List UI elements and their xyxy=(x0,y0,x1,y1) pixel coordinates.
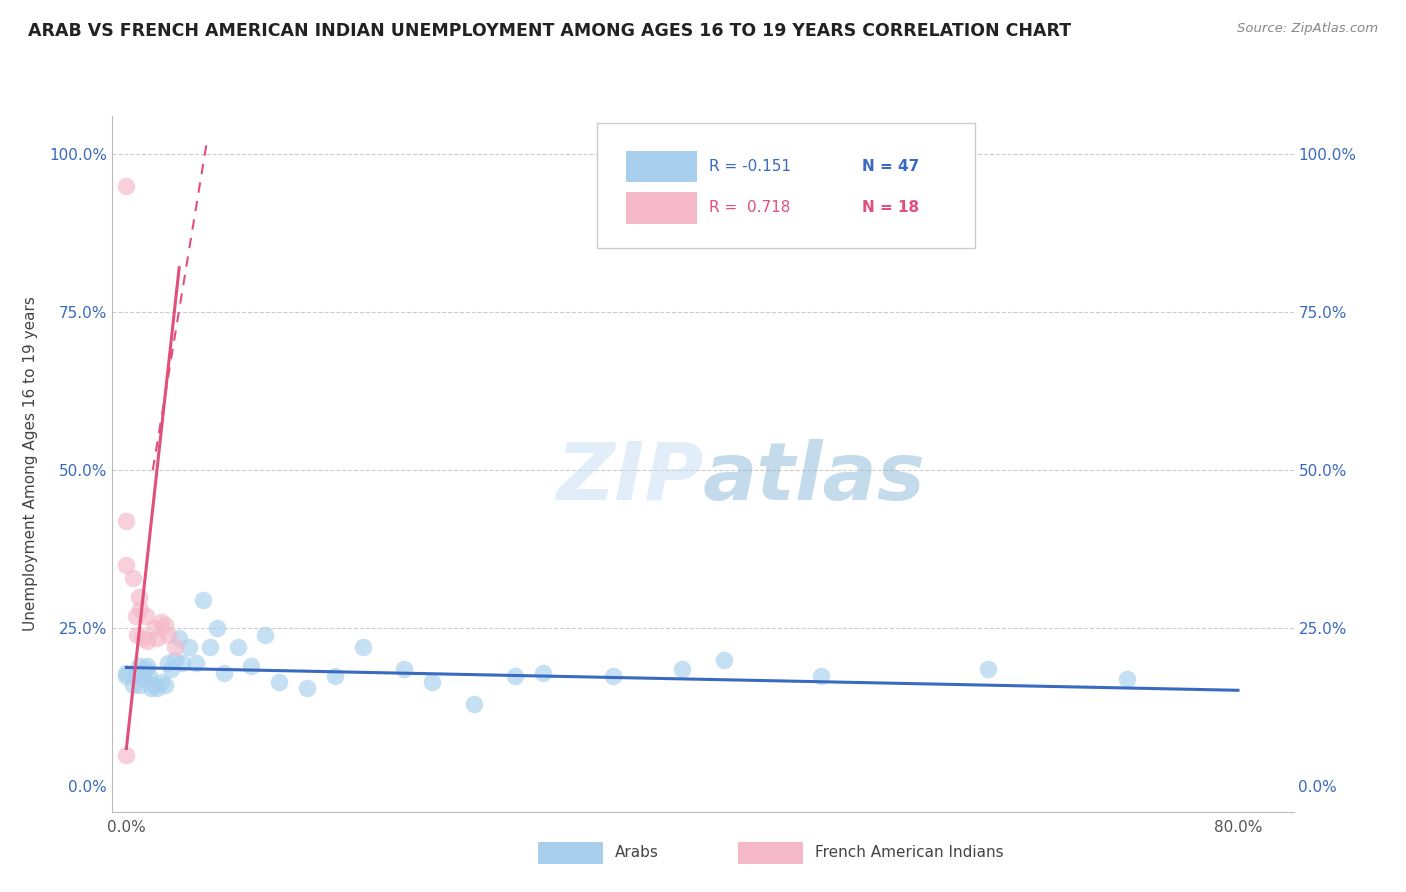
Point xyxy=(254,627,277,641)
Text: R = -0.151: R = -0.151 xyxy=(709,159,792,174)
Point xyxy=(226,640,249,655)
Point xyxy=(240,659,263,673)
Point xyxy=(143,621,166,635)
Point xyxy=(198,640,221,655)
Text: N = 47: N = 47 xyxy=(862,159,920,174)
FancyBboxPatch shape xyxy=(626,193,697,224)
Point xyxy=(129,665,152,680)
Point xyxy=(132,669,155,683)
Point xyxy=(128,590,150,604)
Point xyxy=(1115,672,1137,686)
Point xyxy=(505,669,527,683)
Point xyxy=(352,640,374,655)
Point xyxy=(157,627,180,641)
Point xyxy=(150,615,173,629)
Point xyxy=(146,681,169,696)
Text: ARAB VS FRENCH AMERICAN INDIAN UNEMPLOYMENT AMONG AGES 16 TO 19 YEARS CORRELATIO: ARAB VS FRENCH AMERICAN INDIAN UNEMPLOYM… xyxy=(28,22,1071,40)
Point xyxy=(115,514,138,528)
Point xyxy=(127,627,149,641)
Text: atlas: atlas xyxy=(703,439,925,516)
Point xyxy=(323,669,346,683)
Point xyxy=(136,634,159,648)
Point xyxy=(150,675,173,690)
Point xyxy=(177,640,200,655)
Text: R =  0.718: R = 0.718 xyxy=(709,201,790,215)
Point xyxy=(115,747,138,762)
Point xyxy=(125,608,148,623)
Text: French American Indians: French American Indians xyxy=(815,846,1004,860)
Point xyxy=(122,678,145,692)
Point xyxy=(163,653,186,667)
Point xyxy=(136,659,159,673)
Text: N = 18: N = 18 xyxy=(862,201,920,215)
Point xyxy=(394,662,416,676)
Point xyxy=(135,662,157,676)
Point xyxy=(115,669,138,683)
Point xyxy=(138,669,160,683)
Point xyxy=(602,669,624,683)
Text: Arabs: Arabs xyxy=(614,846,658,860)
Point xyxy=(157,656,180,670)
Point xyxy=(420,675,443,690)
Point xyxy=(671,662,693,676)
FancyBboxPatch shape xyxy=(596,123,974,248)
Point xyxy=(977,662,1000,676)
Point xyxy=(212,665,235,680)
Point xyxy=(531,665,554,680)
Point xyxy=(125,669,148,683)
Point xyxy=(127,665,149,680)
Text: ZIP: ZIP xyxy=(555,439,703,516)
Point xyxy=(135,608,157,623)
Point xyxy=(269,675,291,690)
Point xyxy=(170,656,193,670)
Point xyxy=(115,665,138,680)
Point xyxy=(129,678,152,692)
Point xyxy=(155,618,177,632)
FancyBboxPatch shape xyxy=(738,842,803,863)
Point xyxy=(167,631,190,645)
Point xyxy=(810,669,832,683)
Point xyxy=(129,602,152,616)
Point xyxy=(295,681,318,696)
Point xyxy=(463,697,485,711)
Y-axis label: Unemployment Among Ages 16 to 19 years: Unemployment Among Ages 16 to 19 years xyxy=(22,296,38,632)
Point xyxy=(141,681,163,696)
Point xyxy=(163,640,186,655)
Point xyxy=(128,659,150,673)
Point xyxy=(146,631,169,645)
Point xyxy=(122,571,145,585)
Point xyxy=(191,592,214,607)
FancyBboxPatch shape xyxy=(537,842,603,863)
Point xyxy=(132,631,155,645)
Point xyxy=(713,653,735,667)
Text: Source: ZipAtlas.com: Source: ZipAtlas.com xyxy=(1237,22,1378,36)
Point xyxy=(115,178,138,193)
Point xyxy=(155,678,177,692)
Point xyxy=(143,678,166,692)
Point xyxy=(115,558,138,572)
Point xyxy=(134,672,156,686)
Point xyxy=(184,656,207,670)
Point xyxy=(205,621,228,635)
Point xyxy=(160,662,183,676)
FancyBboxPatch shape xyxy=(626,151,697,182)
